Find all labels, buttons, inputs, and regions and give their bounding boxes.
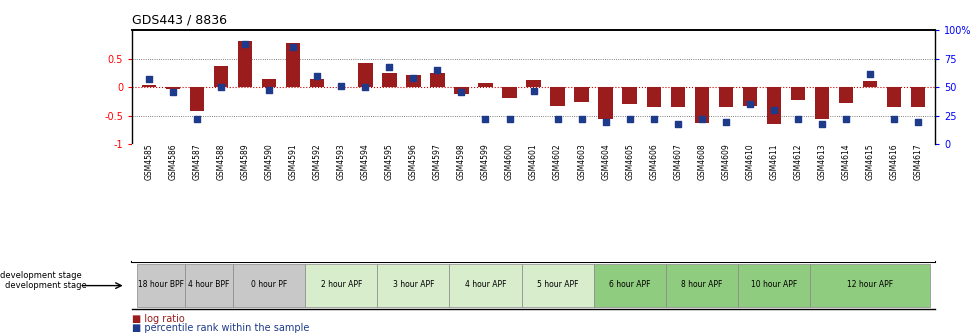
Text: 4 hour BPF: 4 hour BPF	[188, 280, 230, 289]
Text: 10 hour APF: 10 hour APF	[750, 280, 796, 289]
Point	[550, 117, 565, 122]
Bar	[645, 87, 660, 108]
Point	[309, 73, 325, 79]
Text: 0 hour PF: 0 hour PF	[250, 280, 287, 289]
Point	[501, 117, 516, 122]
Text: ■ percentile rank within the sample: ■ percentile rank within the sample	[132, 323, 309, 333]
Point	[357, 85, 373, 90]
Point	[573, 117, 589, 122]
Text: development stage: development stage	[5, 281, 87, 290]
Bar	[233, 264, 305, 307]
Point	[621, 117, 637, 122]
Point	[645, 117, 661, 122]
Point	[693, 117, 709, 122]
Bar	[598, 87, 612, 119]
Text: 6 hour APF: 6 hour APF	[608, 280, 649, 289]
Bar	[165, 87, 180, 89]
Bar	[429, 73, 444, 87]
Bar	[377, 264, 449, 307]
Bar	[454, 87, 468, 94]
Text: ■ log ratio: ■ log ratio	[132, 314, 185, 324]
Bar	[262, 79, 276, 87]
Bar	[718, 87, 733, 108]
Point	[598, 119, 613, 124]
Bar	[305, 264, 377, 307]
Bar	[526, 80, 540, 87]
Bar	[213, 66, 228, 87]
Bar	[910, 87, 924, 108]
Text: 5 hour APF: 5 hour APF	[536, 280, 578, 289]
Text: 3 hour APF: 3 hour APF	[392, 280, 433, 289]
Bar	[742, 87, 756, 106]
Point	[213, 85, 229, 90]
Bar	[185, 264, 233, 307]
Point	[717, 119, 733, 124]
Point	[333, 84, 349, 89]
Bar	[886, 87, 901, 108]
Point	[837, 117, 853, 122]
Point	[237, 41, 252, 47]
Point	[525, 88, 541, 93]
Bar	[814, 87, 828, 119]
Bar	[358, 64, 373, 87]
Text: 2 hour APF: 2 hour APF	[320, 280, 362, 289]
Point	[261, 87, 277, 92]
Point	[910, 119, 925, 124]
Bar	[502, 87, 516, 98]
Bar	[593, 264, 665, 307]
Point	[285, 45, 300, 50]
Point	[165, 89, 181, 95]
Text: 8 hour APF: 8 hour APF	[681, 280, 722, 289]
Text: GDS443 / 8836: GDS443 / 8836	[132, 14, 227, 27]
Point	[766, 108, 781, 113]
Bar	[449, 264, 521, 307]
Point	[189, 117, 204, 122]
Bar	[862, 81, 876, 87]
Point	[453, 89, 468, 95]
Bar	[310, 79, 324, 87]
Bar	[478, 83, 492, 87]
Bar	[766, 87, 780, 125]
Point	[141, 77, 156, 82]
Bar	[137, 264, 185, 307]
Bar	[670, 87, 685, 108]
Point	[885, 117, 901, 122]
Text: 18 hour BPF: 18 hour BPF	[138, 280, 184, 289]
Point	[862, 71, 877, 76]
Bar	[665, 264, 737, 307]
Bar	[142, 85, 156, 87]
Point	[381, 64, 397, 70]
Bar	[286, 43, 300, 87]
Point	[669, 121, 685, 127]
Bar	[190, 87, 204, 111]
Bar	[574, 87, 588, 102]
Bar	[238, 41, 252, 87]
Bar	[790, 87, 804, 100]
Bar	[622, 87, 637, 104]
Point	[741, 102, 757, 107]
Bar	[550, 87, 564, 106]
Bar	[406, 75, 421, 87]
Bar	[521, 264, 593, 307]
Point	[429, 68, 445, 73]
Bar	[809, 264, 929, 307]
Point	[814, 121, 829, 127]
Bar	[838, 87, 853, 103]
Point	[405, 76, 421, 81]
Text: 12 hour APF: 12 hour APF	[846, 280, 892, 289]
Bar	[693, 87, 708, 123]
Bar	[737, 264, 809, 307]
Text: development stage: development stage	[0, 271, 82, 280]
Point	[477, 117, 493, 122]
Point	[789, 117, 805, 122]
Text: 4 hour APF: 4 hour APF	[465, 280, 506, 289]
Bar	[381, 73, 396, 87]
